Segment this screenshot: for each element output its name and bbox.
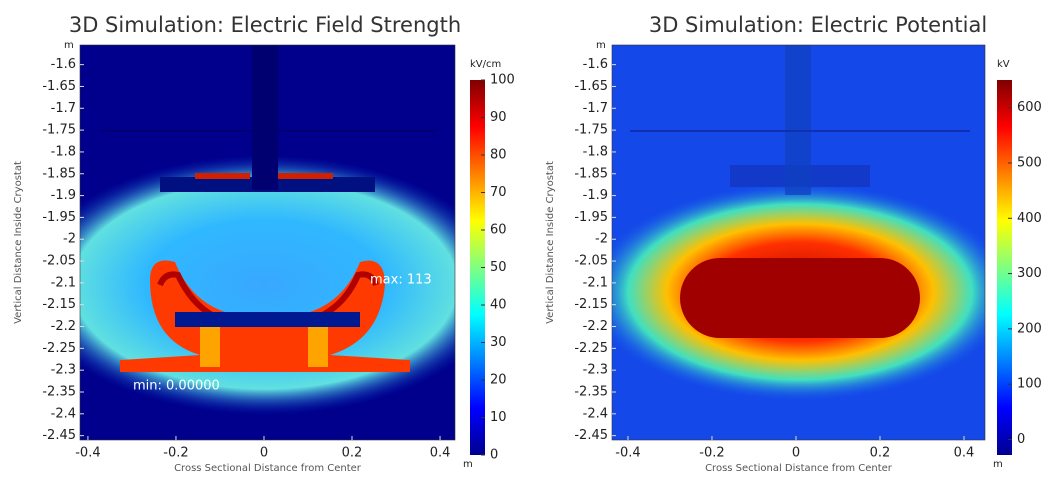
y-tick-label: -1.75	[574, 123, 608, 138]
x-axis-unit: m	[993, 459, 1003, 470]
y-tick-label: -1.65	[42, 79, 76, 94]
y-tick-label: -2.1	[583, 275, 608, 290]
y-tick-label: -1.7	[51, 101, 76, 116]
y-tick-label: -1.85	[42, 166, 76, 181]
y-tick-label: -1.95	[42, 210, 76, 225]
y-axis-unit: m	[596, 40, 606, 51]
colorbar-tick-label: 0	[1017, 432, 1025, 447]
x-tick-label: -0.2	[163, 446, 188, 461]
colorbar-tick-label: 600	[1017, 100, 1042, 115]
y-axis-label: Vertical Distance Inside Cryostat	[545, 161, 556, 324]
y-tick-label: -2.25	[574, 341, 608, 356]
colorbar-tick-label: 50	[490, 260, 507, 275]
annotation: max: 113	[370, 273, 432, 288]
y-tick-label: -2	[63, 232, 76, 247]
x-axis-unit: m	[463, 459, 473, 470]
y-tick-label: -1.6	[583, 57, 608, 72]
x-tick-label: -0.2	[699, 446, 724, 461]
annotation: min: 0.00000	[133, 379, 220, 394]
y-tick-label: -2.1	[51, 275, 76, 290]
colorbar-tick-label: 60	[490, 223, 507, 238]
y-tick-label: -2.05	[42, 254, 76, 269]
y-tick-label: -2.4	[583, 406, 608, 421]
y-tick-label: -2.05	[574, 254, 608, 269]
colorbar-tick-label: 90	[490, 110, 507, 125]
y-tick-label: -2.2	[583, 319, 608, 334]
colorbar-tick-label: 30	[490, 335, 507, 350]
y-tick-label: -2.2	[51, 319, 76, 334]
colorbar	[470, 80, 485, 455]
y-tick-label: -1.8	[51, 144, 76, 159]
y-tick-label: -1.9	[51, 188, 76, 203]
chart-title: 3D Simulation: Electric Field Strength	[69, 13, 461, 37]
chart-title: 3D Simulation: Electric Potential	[649, 13, 987, 37]
y-axis-unit: m	[64, 40, 74, 51]
y-tick-label: -2.35	[574, 384, 608, 399]
colorbar-tick-label: 500	[1017, 155, 1042, 170]
colorbar-tick-label: 40	[490, 298, 507, 313]
colorbar-tick-label: 20	[490, 373, 507, 388]
colorbar-tick-label: 400	[1017, 211, 1042, 226]
y-tick-label: -1.95	[574, 210, 608, 225]
y-tick-label: -2.3	[583, 363, 608, 378]
colorbar-tick-label: 70	[490, 185, 507, 200]
y-tick-label: -1.9	[583, 188, 608, 203]
colorbar-tick-label: 0	[490, 448, 498, 463]
field-image	[612, 45, 985, 440]
y-tick-label: -2.25	[42, 341, 76, 356]
colorbar	[997, 80, 1012, 455]
y-tick-label: -2.15	[42, 297, 76, 312]
x-tick-label: -0.4	[75, 446, 100, 461]
colorbar-tick-label: 100	[1017, 377, 1042, 392]
y-tick-label: -1.85	[574, 166, 608, 181]
y-tick-label: -1.8	[583, 144, 608, 159]
x-axis-label: Cross Sectional Distance from Center	[705, 463, 893, 474]
x-tick-label: 0.4	[430, 446, 451, 461]
x-tick-label: 0	[792, 446, 800, 461]
y-tick-label: -2.35	[42, 384, 76, 399]
y-tick-label: -2.3	[51, 363, 76, 378]
y-axis-label: Vertical Distance Inside Cryostat	[13, 161, 24, 324]
y-tick-label: -2.45	[574, 428, 608, 443]
plot-frame	[79, 44, 456, 441]
y-tick-label: -1.75	[42, 123, 76, 138]
x-tick-label: 0.2	[870, 446, 891, 461]
y-tick-label: -2	[595, 232, 608, 247]
colorbar-unit: kV	[997, 59, 1010, 70]
field-image	[80, 45, 455, 440]
colorbar-tick-label: 80	[490, 148, 507, 163]
y-tick-label: -1.6	[51, 57, 76, 72]
x-tick-label: 0.2	[342, 446, 363, 461]
colorbar-tick-label: 200	[1017, 321, 1042, 336]
y-tick-label: -2.15	[574, 297, 608, 312]
colorbar-tick-label: 100	[490, 73, 515, 88]
y-tick-label: -2.4	[51, 406, 76, 421]
colorbar-tick-label: 10	[490, 410, 507, 425]
x-tick-label: -0.4	[615, 446, 640, 461]
plot-frame	[611, 44, 986, 441]
colorbar-unit: kV/cm	[470, 59, 501, 70]
y-tick-label: -2.45	[42, 428, 76, 443]
x-tick-label: 0	[260, 446, 268, 461]
x-axis-label: Cross Sectional Distance from Center	[174, 463, 362, 474]
x-tick-label: 0.4	[954, 446, 975, 461]
y-tick-label: -1.65	[574, 79, 608, 94]
colorbar-tick-label: 300	[1017, 266, 1042, 281]
y-tick-label: -1.7	[583, 101, 608, 116]
